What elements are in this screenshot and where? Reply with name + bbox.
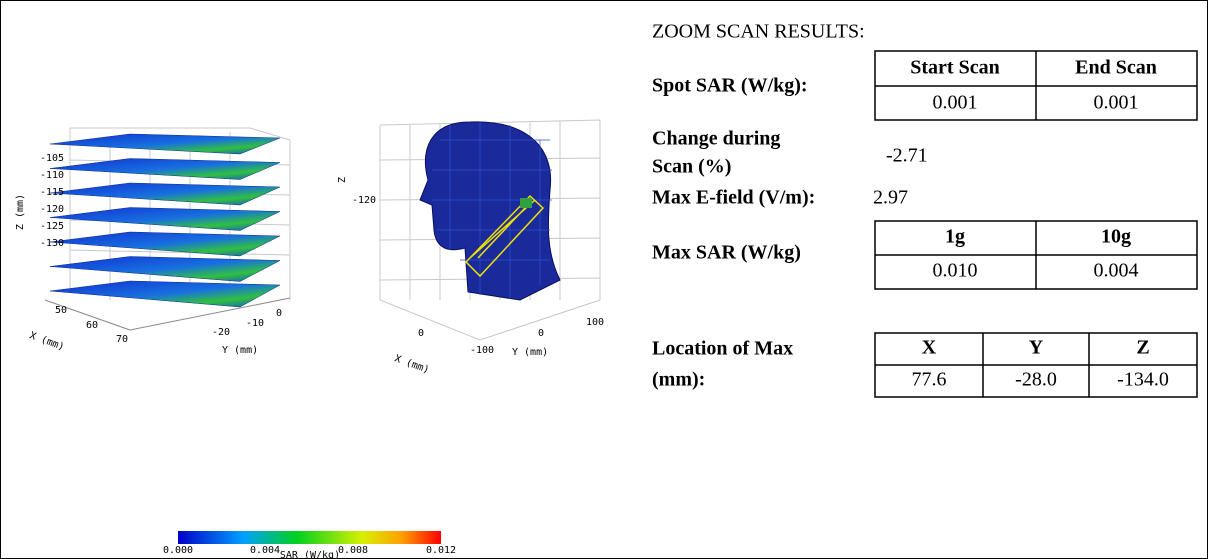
results-title: ZOOM SCAN RESULTS: [652,21,865,43]
colorbar-tick: 0.008 [338,545,368,556]
cell: 0.001 [1094,92,1139,114]
sar-slice [49,280,281,308]
colorbar-tick: 0.000 [163,545,193,556]
cell: 0.004 [1094,260,1139,282]
x-tick: 0 [418,328,424,339]
label: Max SAR (W/kg) [652,242,801,264]
sar-slice [49,231,281,257]
sar-slice [49,256,281,282]
x-label: X (mm) [393,353,431,376]
y-tick: 0 [538,328,544,339]
sar-slice [49,207,281,231]
table-lines [875,333,1197,397]
z-tick: -110 [40,170,64,181]
results: ZOOM SCAN RESULTS: Spot SAR (W/kg): Star… [652,21,1198,398]
z-tick: -125 [40,221,64,232]
colorbar-label: SAR (W/kg) [280,550,340,559]
z-tick: -130 [40,238,64,249]
colorbar-gradient [178,531,441,544]
y-label: Y (mm) [222,345,258,356]
z-label: Z [337,177,348,183]
colorbar-tick: 0.004 [250,545,280,556]
header: End Scan [1075,57,1157,79]
table-lines [875,221,1197,289]
y-tick: -100 [470,345,494,356]
x-label: X (mm) [28,330,66,353]
hotspot [520,198,532,208]
value: -2.71 [886,145,928,167]
table-lines [875,51,1197,120]
x-tick: 50 [55,305,67,316]
phone [464,194,545,278]
header: Start Scan [910,57,999,79]
z-tick: -120 [352,195,376,206]
cell: -134.0 [1117,369,1169,391]
x-tick: 60 [86,320,98,331]
label: (mm): [652,369,705,391]
cell: -28.0 [1015,369,1057,391]
z-label: Z (mm) [15,194,26,230]
colorbar: 0.000 0.004 0.008 0.012 SAR (W/kg) [163,531,456,559]
cell: 0.001 [933,92,978,114]
y-tick: 100 [586,317,604,328]
head-plot: -120 Z 0 X (mm) -100 0 100 Y (mm) [337,119,604,376]
header: Z [1136,337,1149,359]
y-tick: 0 [276,308,282,319]
cell: 0.010 [933,260,978,282]
slice-plot: -105 -110 -115 -120 -125 -130 Z (mm) 50 … [15,127,291,356]
value: 2.97 [873,187,908,209]
y-tick: -10 [246,318,264,329]
header: Y [1029,337,1044,359]
header: 10g [1101,226,1131,248]
y-label: Y (mm) [512,347,548,358]
header: 1g [945,226,965,248]
y-tick: -20 [212,327,230,338]
z-tick: -115 [40,187,64,198]
sar-slice [49,133,281,155]
label: Scan (%) [652,156,731,178]
colorbar-tick: 0.012 [426,545,456,556]
sar-slice [49,182,281,206]
label: Max E-field (V/m): [652,187,815,209]
label: Change during [652,128,780,150]
head [419,121,561,301]
z-tick: -120 [40,204,64,215]
sar-slice [49,158,281,180]
z-tick: -105 [40,153,64,164]
label: Spot SAR (W/kg): [652,75,808,97]
header: X [922,337,937,359]
x-tick: 70 [116,334,128,345]
label: Location of Max [652,338,793,360]
cell: 77.6 [912,369,947,391]
